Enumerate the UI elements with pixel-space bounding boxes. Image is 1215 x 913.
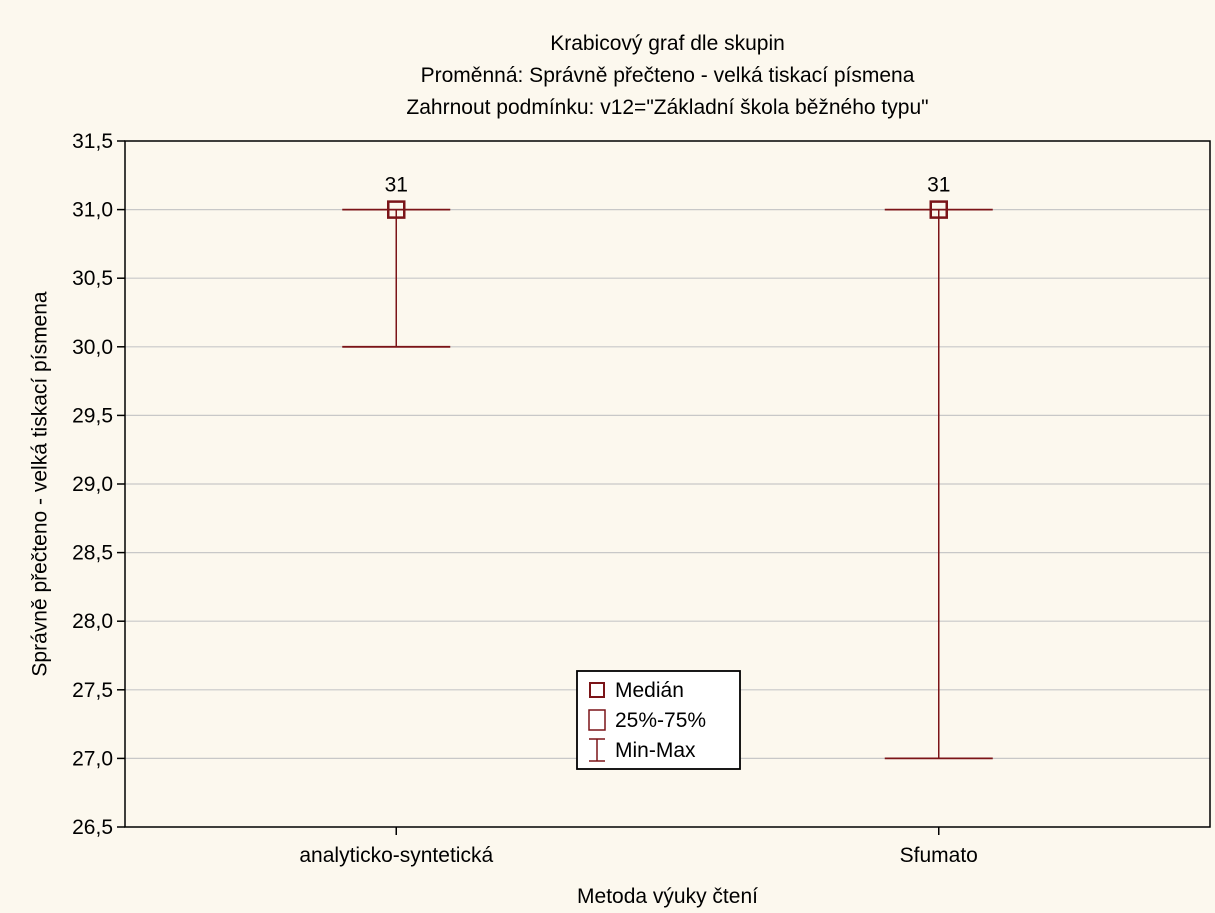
- y-tick-label: 27,5: [72, 679, 113, 702]
- x-axis: analyticko-syntetická Sfumato: [299, 827, 978, 867]
- legend-minmax-icon: [589, 738, 605, 762]
- y-tick-label: 29,0: [72, 473, 113, 496]
- legend-entry: Min-Max: [615, 739, 696, 762]
- box-series: 31 31: [342, 174, 993, 760]
- legend-median-icon: [589, 682, 605, 698]
- y-tick-label: 31,5: [72, 130, 113, 153]
- legend-entry: 25%-75%: [615, 709, 706, 732]
- y-tick-label: 26,5: [72, 816, 113, 839]
- median-label: 31: [927, 174, 950, 197]
- box-2: 31: [884, 174, 993, 760]
- y-tick-label: 29,5: [72, 404, 113, 427]
- x-tick-label: analyticko-syntetická: [299, 844, 493, 867]
- chart-title: Krabicový graf dle skupin Proměnná: Správ…: [406, 32, 928, 119]
- grid-lines: [125, 209, 1210, 760]
- y-tick-label: 27,0: [72, 747, 113, 770]
- y-tick-label: 31,0: [72, 199, 113, 222]
- y-tick-label: 28,5: [72, 542, 113, 565]
- y-tick-label: 30,0: [72, 336, 113, 359]
- title-line-2: Proměnná: Správně přečteno - velká tiska…: [421, 64, 915, 87]
- title-line-3: Zahrnout podmínku: v12="Základní škola b…: [406, 96, 928, 119]
- median-marker: [387, 200, 406, 219]
- box-1: 31: [342, 174, 451, 348]
- legend-entry: Medián: [615, 679, 684, 702]
- x-tick-label: Sfumato: [900, 844, 978, 867]
- y-axis: 26,5 27,0 27,5 28,0 28,5 29,0 29,5 30,0 30,5 31,0…: [72, 130, 125, 839]
- legend: Medián 25%-75% Min-Max: [576, 670, 741, 770]
- y-axis-label: Správně přečteno - velká tiskací písmena: [29, 291, 52, 677]
- median-marker: [929, 200, 948, 219]
- y-tick-label: 30,5: [72, 267, 113, 290]
- legend-iqr-icon: [588, 709, 606, 731]
- median-label: 31: [385, 174, 408, 197]
- y-tick-label: 28,0: [72, 610, 113, 633]
- x-axis-label: Metoda výuky čtení: [577, 885, 758, 908]
- title-line-1: Krabicový graf dle skupin: [550, 32, 785, 55]
